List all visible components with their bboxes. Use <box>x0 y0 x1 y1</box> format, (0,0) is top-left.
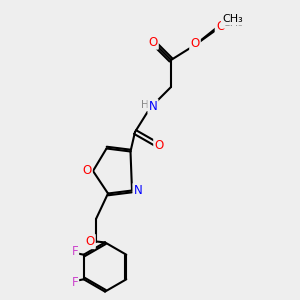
Text: O: O <box>190 37 200 50</box>
Text: F: F <box>71 276 78 289</box>
Text: H: H <box>141 100 148 110</box>
Text: F: F <box>71 245 78 258</box>
Text: O: O <box>216 20 225 34</box>
Text: CH₃: CH₃ <box>222 14 243 25</box>
Text: N: N <box>134 184 142 197</box>
Text: O: O <box>82 164 91 178</box>
Text: N: N <box>148 100 158 113</box>
Text: O: O <box>154 139 164 152</box>
Text: O: O <box>148 35 158 49</box>
Text: CH₃: CH₃ <box>222 17 243 28</box>
Text: O: O <box>85 235 94 248</box>
